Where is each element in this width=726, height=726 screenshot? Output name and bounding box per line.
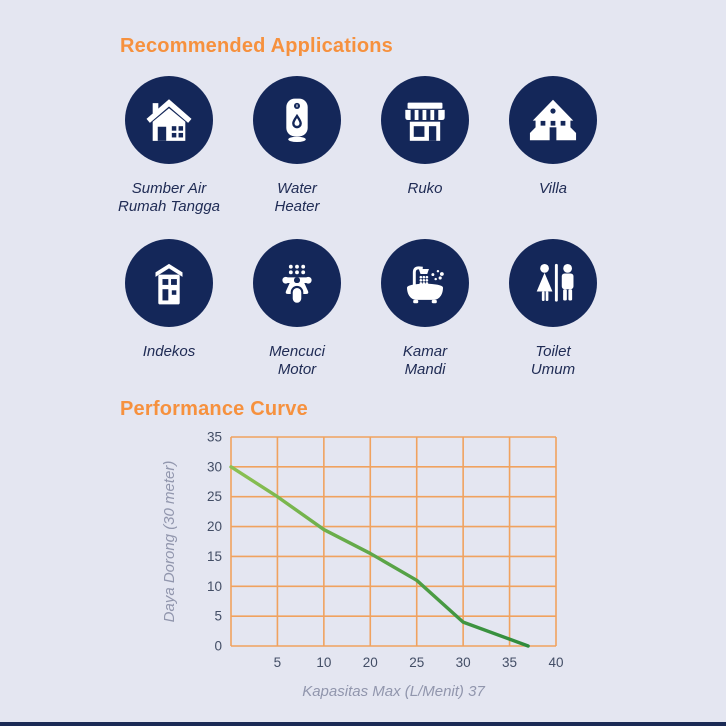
footer-bar bbox=[0, 722, 726, 726]
application-label: Indekos bbox=[142, 342, 196, 360]
application-label: Ruko bbox=[407, 180, 443, 197]
svg-text:25: 25 bbox=[207, 489, 222, 504]
application-label: Mencuci Motor bbox=[269, 342, 325, 378]
svg-text:20: 20 bbox=[363, 655, 378, 670]
application-item-villa: Villa bbox=[509, 76, 597, 217]
x-axis-title: Kapasitas Max (L/Menit) 37 bbox=[302, 683, 485, 700]
recommended-applications-heading: Recommended Applications bbox=[120, 35, 393, 57]
application-item-water-heater: Water Heater bbox=[253, 76, 341, 217]
svg-text:10: 10 bbox=[316, 655, 331, 670]
svg-text:40: 40 bbox=[548, 655, 563, 670]
svg-text:10: 10 bbox=[207, 579, 222, 594]
application-label: Villa bbox=[538, 180, 568, 197]
svg-text:35: 35 bbox=[207, 430, 222, 445]
application-item-toilet-umum: Toilet Umum bbox=[509, 238, 597, 380]
svg-text:30: 30 bbox=[456, 655, 471, 670]
application-item-ruko: Ruko bbox=[381, 76, 469, 217]
performance-chart-svg: 0 5 10 15 20 25 30 35 5 10 20 25 30 35 40 Kapasitas Max… bbox=[161, 430, 564, 701]
application-item-kamar-mandi: Kamar Mandi bbox=[381, 238, 469, 380]
svg-text:35: 35 bbox=[502, 655, 517, 670]
svg-text:0: 0 bbox=[214, 639, 222, 654]
house-icon bbox=[125, 76, 213, 164]
svg-text:5: 5 bbox=[214, 609, 222, 624]
villa-icon bbox=[509, 76, 597, 164]
boarding-house-icon bbox=[125, 238, 213, 327]
svg-text:15: 15 bbox=[207, 549, 222, 564]
performance-curve-heading: Performance Curve bbox=[120, 398, 308, 420]
application-item-indekos: Indekos bbox=[125, 238, 213, 380]
application-label: Sumber Air Rumah Tangga bbox=[117, 180, 221, 216]
restroom-icon bbox=[509, 238, 597, 327]
svg-text:20: 20 bbox=[207, 519, 222, 534]
application-label: Kamar Mandi bbox=[402, 342, 448, 378]
water-heater-icon bbox=[253, 76, 341, 164]
scooter-wash-icon bbox=[253, 238, 341, 327]
y-axis-title: Daya Dorong (30 meter) bbox=[161, 461, 178, 623]
application-label: Toilet Umum bbox=[530, 342, 576, 378]
svg-text:5: 5 bbox=[274, 655, 282, 670]
bathtub-icon bbox=[381, 238, 469, 327]
application-item-sumber-air: Sumber Air Rumah Tangga bbox=[118, 76, 220, 217]
application-item-mencuci-motor: Mencuci Motor bbox=[253, 238, 341, 380]
application-label: Water Heater bbox=[274, 180, 320, 216]
shop-icon bbox=[381, 76, 469, 164]
applications-grid: Sumber Air Rumah Tangga Water Heater bbox=[105, 76, 617, 379]
svg-text:30: 30 bbox=[207, 459, 222, 474]
svg-text:25: 25 bbox=[409, 655, 424, 670]
performance-chart: 0 5 10 15 20 25 30 35 5 10 20 25 30 35 40 Kapasitas Max… bbox=[150, 430, 590, 702]
